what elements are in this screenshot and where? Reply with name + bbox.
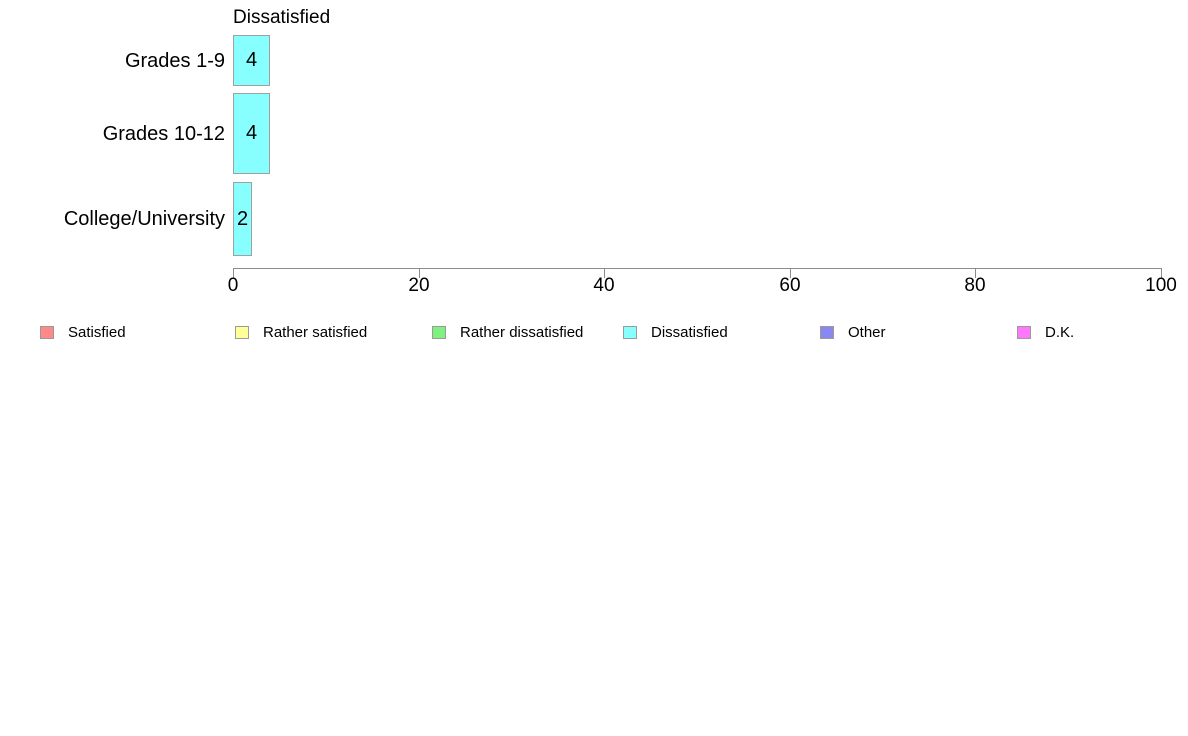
x-axis-tick-label: 0 [227,275,239,296]
x-axis-tick [975,268,976,278]
legend-item-other: Other [820,323,886,341]
legend-swatch [1017,325,1031,339]
x-axis-tick [1161,268,1162,278]
x-axis-tick [790,268,791,278]
legend-item-rather-dissatisfied: Rather dissatisfied [432,323,584,341]
bar-dissatisfied: 4 [233,93,270,174]
x-axis-line [233,268,1162,269]
legend-label: Satisfied [68,323,126,341]
category-label: College/University [63,208,225,230]
x-axis-tick-label: 80 [964,275,986,296]
legend-swatch [432,325,446,339]
legend-item-satisfied: Satisfied [40,323,126,341]
x-axis-tick [233,268,234,278]
legend-label: Rather satisfied [263,323,368,341]
legend-swatch [623,325,637,339]
bar-value-label: 4 [245,122,258,144]
x-axis-tick-label: 100 [1145,275,1177,296]
legend-item-dissatisfied: Dissatisfied [623,323,728,341]
legend-swatch [820,325,834,339]
x-axis-tick-label: 60 [779,275,801,296]
bar-value-label: 4 [245,49,258,71]
bar-dissatisfied: 2 [233,182,252,256]
category-label: Grades 1-9 [124,49,225,72]
bar-value-label: 2 [236,207,249,230]
x-axis-tick-label: 40 [593,275,615,296]
legend-label: Dissatisfied [651,323,728,341]
legend-label: Other [848,323,886,341]
chart-title: Dissatisfied [233,7,331,28]
legend-swatch [40,325,54,339]
x-axis-tick [604,268,605,278]
legend-label: D.K. [1045,323,1075,341]
x-axis-tick-label: 20 [408,275,430,296]
x-axis-tick [419,268,420,278]
legend-item-d-k: D.K. [1017,323,1075,341]
category-label: Grades 10-12 [102,122,225,145]
legend-label: Rather dissatisfied [460,323,584,341]
bar-dissatisfied: 4 [233,35,270,86]
legend-item-rather-satisfied: Rather satisfied [235,323,368,341]
legend-swatch [235,325,249,339]
